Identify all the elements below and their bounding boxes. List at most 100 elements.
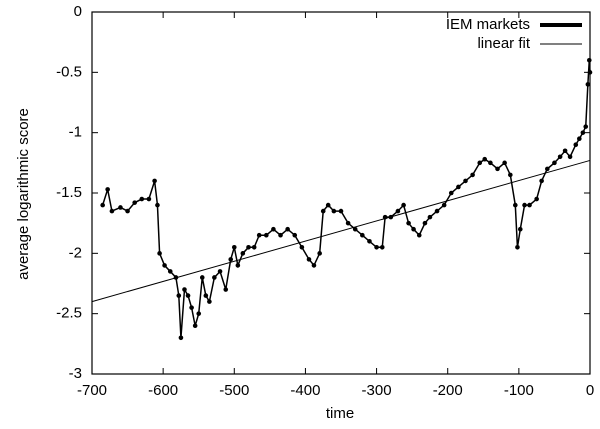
point <box>573 142 579 148</box>
y-tick-label: -0.5 <box>56 63 82 80</box>
point <box>352 226 358 232</box>
x-tick-label: -400 <box>290 382 320 399</box>
point <box>580 130 586 135</box>
point <box>567 154 573 160</box>
point <box>585 82 591 87</box>
series-line <box>91 159 591 303</box>
point <box>240 251 246 256</box>
point <box>311 263 317 268</box>
point <box>416 232 422 238</box>
point <box>125 208 130 214</box>
point <box>251 245 257 250</box>
y-tick-label: -1 <box>69 124 82 141</box>
point <box>477 160 483 166</box>
point <box>338 208 344 214</box>
point <box>517 226 523 232</box>
point <box>331 208 337 214</box>
point <box>411 226 416 232</box>
point <box>379 245 385 250</box>
point <box>513 202 518 208</box>
point <box>470 172 475 178</box>
point <box>401 202 406 208</box>
point <box>100 202 105 208</box>
point <box>406 220 411 226</box>
point <box>176 293 182 298</box>
point <box>586 57 592 63</box>
point <box>562 148 568 154</box>
point <box>212 275 217 280</box>
point <box>374 245 379 250</box>
x-tick-label: -700 <box>77 382 107 399</box>
point <box>217 269 223 274</box>
legend-label: linear fit <box>477 35 530 52</box>
point <box>587 70 593 75</box>
point <box>306 257 312 262</box>
point <box>271 226 276 232</box>
x-tick-label: -200 <box>433 382 463 399</box>
x-axis-label: time <box>326 405 354 422</box>
point <box>448 190 454 196</box>
point <box>325 202 331 208</box>
point <box>157 251 162 256</box>
point <box>320 208 326 214</box>
point <box>488 160 493 166</box>
point <box>367 238 372 244</box>
x-tick-label: 0 <box>586 382 594 399</box>
point <box>434 208 440 214</box>
point <box>196 311 202 316</box>
point <box>192 323 198 329</box>
point <box>515 245 520 250</box>
legend-label: IEM markets <box>446 16 530 33</box>
point <box>118 205 123 210</box>
point <box>146 196 152 202</box>
point <box>152 178 157 184</box>
point <box>285 226 290 232</box>
point <box>557 154 563 160</box>
point <box>583 124 589 129</box>
point <box>527 202 532 208</box>
point <box>139 196 145 202</box>
point <box>223 287 229 292</box>
point <box>132 200 137 205</box>
point <box>545 166 550 172</box>
point <box>577 136 582 141</box>
point <box>155 202 160 208</box>
point <box>228 257 234 262</box>
point <box>182 287 187 292</box>
point <box>482 156 488 162</box>
point <box>278 232 283 238</box>
point <box>441 202 447 208</box>
point <box>207 299 212 304</box>
y-axis-label: average logarithmic score <box>15 108 32 280</box>
point <box>246 245 251 250</box>
point <box>552 160 557 166</box>
point <box>463 178 468 184</box>
point <box>427 214 433 220</box>
point <box>299 245 305 250</box>
plot-frame <box>91 11 591 375</box>
point <box>105 187 110 192</box>
point <box>456 184 461 190</box>
point <box>178 335 184 341</box>
point <box>395 208 401 214</box>
series-line <box>101 60 591 338</box>
point <box>264 232 269 238</box>
point <box>109 208 115 214</box>
x-tick-label: -100 <box>504 382 534 399</box>
x-tick-label: -300 <box>362 382 392 399</box>
point <box>360 232 365 238</box>
point <box>231 245 237 250</box>
point <box>235 263 241 268</box>
x-tick-label: -500 <box>219 382 249 399</box>
y-tick-label: -1.5 <box>56 184 82 201</box>
point <box>162 263 167 268</box>
point <box>167 269 173 274</box>
point <box>199 275 205 280</box>
point <box>495 166 500 172</box>
y-tick-label: -2.5 <box>56 305 82 322</box>
y-tick-label: -3 <box>69 365 82 382</box>
point <box>508 172 513 178</box>
point <box>256 232 262 238</box>
point <box>292 232 298 238</box>
